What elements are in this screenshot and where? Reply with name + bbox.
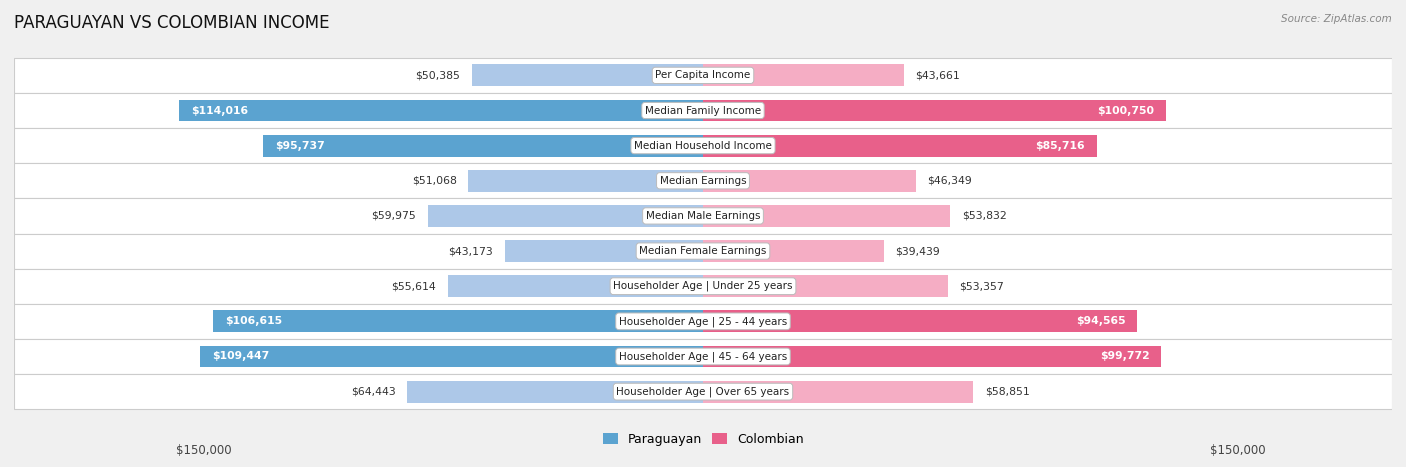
Bar (427, 205, 703, 227)
Text: Householder Age | Under 25 years: Householder Age | Under 25 years (613, 281, 793, 291)
Bar (703, 205, 950, 227)
Bar (703, 311, 1137, 332)
Text: $150,000: $150,000 (1209, 444, 1265, 457)
Text: $43,173: $43,173 (449, 246, 494, 256)
Text: $114,016: $114,016 (191, 106, 247, 115)
Bar (14, 128, 1392, 163)
Text: $64,443: $64,443 (350, 387, 395, 396)
Bar (14, 234, 1392, 269)
Text: $55,614: $55,614 (391, 281, 436, 291)
Bar (703, 240, 884, 262)
Bar (14, 374, 1392, 409)
Text: $99,772: $99,772 (1099, 352, 1150, 361)
Text: $95,737: $95,737 (274, 141, 325, 151)
Text: $100,750: $100,750 (1097, 106, 1154, 115)
Bar (505, 240, 703, 262)
Bar (703, 99, 1166, 121)
Bar (14, 163, 1392, 198)
Text: Householder Age | Over 65 years: Householder Age | Over 65 years (616, 386, 790, 397)
Text: Median Earnings: Median Earnings (659, 176, 747, 186)
Bar (180, 99, 703, 121)
Bar (14, 58, 1392, 93)
Bar (447, 276, 703, 297)
Text: $46,349: $46,349 (928, 176, 972, 186)
Bar (703, 381, 973, 403)
Text: PARAGUAYAN VS COLOMBIAN INCOME: PARAGUAYAN VS COLOMBIAN INCOME (14, 14, 329, 32)
Legend: Paraguayan, Colombian: Paraguayan, Colombian (598, 428, 808, 451)
Text: Median Household Income: Median Household Income (634, 141, 772, 151)
Text: $50,385: $50,385 (415, 71, 460, 80)
Bar (468, 170, 703, 191)
Bar (14, 198, 1392, 234)
Text: $94,565: $94,565 (1076, 316, 1126, 326)
Text: $106,615: $106,615 (225, 316, 283, 326)
Bar (703, 170, 915, 191)
Text: $43,661: $43,661 (915, 71, 960, 80)
Text: Median Male Earnings: Median Male Earnings (645, 211, 761, 221)
Text: $109,447: $109,447 (212, 352, 269, 361)
Text: Median Family Income: Median Family Income (645, 106, 761, 115)
Bar (200, 346, 703, 368)
Bar (263, 135, 703, 156)
Bar (703, 135, 1097, 156)
Text: $53,832: $53,832 (962, 211, 1007, 221)
Bar (703, 346, 1161, 368)
Bar (14, 339, 1392, 374)
Bar (14, 304, 1392, 339)
Text: $85,716: $85,716 (1036, 141, 1085, 151)
Text: $58,851: $58,851 (984, 387, 1029, 396)
Bar (703, 276, 948, 297)
Bar (406, 381, 703, 403)
Text: Householder Age | 25 - 44 years: Householder Age | 25 - 44 years (619, 316, 787, 326)
Text: Householder Age | 45 - 64 years: Householder Age | 45 - 64 years (619, 351, 787, 362)
Bar (214, 311, 703, 332)
Bar (703, 64, 904, 86)
Text: $53,357: $53,357 (959, 281, 1004, 291)
Text: Per Capita Income: Per Capita Income (655, 71, 751, 80)
Text: Source: ZipAtlas.com: Source: ZipAtlas.com (1281, 14, 1392, 24)
Text: $150,000: $150,000 (176, 444, 232, 457)
Text: $39,439: $39,439 (896, 246, 941, 256)
Text: Median Female Earnings: Median Female Earnings (640, 246, 766, 256)
Text: $51,068: $51,068 (412, 176, 457, 186)
Bar (471, 64, 703, 86)
Text: $59,975: $59,975 (371, 211, 416, 221)
Bar (14, 269, 1392, 304)
Bar (14, 93, 1392, 128)
